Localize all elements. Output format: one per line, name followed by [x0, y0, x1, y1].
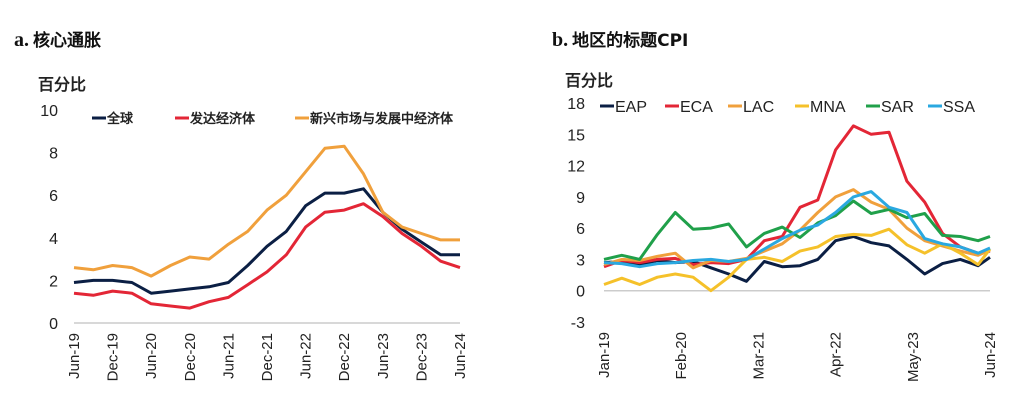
y-tick-label: 18	[567, 96, 585, 113]
y-tick-label: 6	[576, 221, 585, 238]
legend-label: SAR	[881, 99, 914, 116]
x-tick-label: Jun-24	[452, 333, 469, 379]
series-line-MNA	[603, 227, 992, 293]
y-tick-label: -3	[571, 315, 585, 332]
panel-a-title-text: 核心通胀	[33, 31, 101, 51]
legend-label: LAC	[743, 99, 774, 116]
legend-label: EAP	[615, 99, 647, 116]
x-tick-label: Feb-20	[673, 332, 690, 380]
x-tick-label: Jun-24	[982, 332, 999, 378]
y-tick-label: 8	[49, 146, 58, 163]
x-tick-label: Jun-22	[298, 333, 315, 379]
x-tick-label: Dec-22	[336, 333, 353, 381]
y-tick-label: 12	[567, 159, 585, 176]
series-line-ECA	[603, 124, 991, 269]
x-tick-label: Mar-21	[750, 332, 767, 380]
y-axis-title: 百分比	[565, 72, 613, 90]
panel-b-letter: b.	[552, 29, 569, 51]
x-tick-label: Dec-23	[413, 333, 430, 381]
y-tick-label: 0	[49, 316, 58, 333]
y-tick-label: 6	[49, 188, 58, 205]
y-tick-label: 2	[49, 273, 58, 290]
x-tick-label: Dec-20	[182, 333, 199, 381]
panel-a-letter: a.	[14, 29, 29, 51]
panel-b-title-text: 地区的标题CPI	[572, 31, 689, 51]
series-line-SSA	[603, 190, 991, 269]
x-tick-label: Jun-19	[66, 333, 83, 379]
y-tick-label: 0	[576, 284, 585, 301]
x-tick-label: May-23	[905, 332, 922, 382]
x-tick-label: Jan-19	[596, 332, 613, 378]
x-tick-label: Dec-21	[259, 333, 276, 381]
y-tick-label: 15	[567, 127, 585, 144]
panel-b-title: b. 地区的标题CPI	[552, 26, 688, 52]
legend-label: 发达经济体	[189, 111, 256, 126]
legend-label: 全球	[106, 111, 134, 126]
x-tick-label: Jun-21	[220, 333, 237, 379]
y-axis-title: 百分比	[38, 76, 86, 94]
legend-label: ECA	[680, 99, 713, 116]
y-tick-label: 4	[49, 231, 58, 248]
series-line-SAR	[603, 199, 991, 261]
panel-a-title: a. 核心通胀	[14, 26, 101, 52]
x-tick-label: Jun-23	[375, 333, 392, 379]
series-line-发达经济体	[73, 202, 461, 310]
y-tick-label: 10	[40, 103, 58, 120]
series-line-新兴市场与发展中经济体	[73, 144, 460, 278]
x-tick-label: Jun-20	[143, 333, 160, 379]
x-tick-label: Apr-22	[828, 332, 845, 377]
y-tick-label: 3	[576, 252, 585, 269]
legend-label: 新兴市场与发展中经济体	[310, 111, 454, 126]
x-tick-label: Dec-19	[105, 333, 122, 381]
legend-label: SSA	[943, 99, 975, 116]
legend-label: MNA	[810, 99, 846, 116]
series-line-全球	[73, 187, 460, 295]
y-tick-label: 9	[576, 190, 585, 207]
